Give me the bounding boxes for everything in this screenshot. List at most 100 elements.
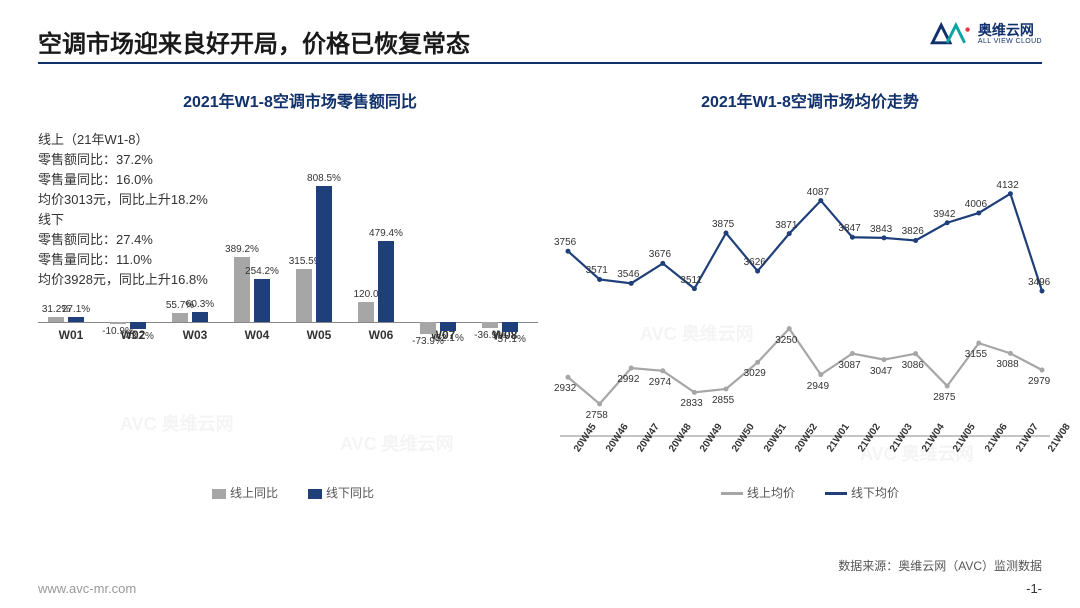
bar-value-label: -43.7%	[116, 331, 160, 342]
bar-plot: W0131.2%27.1%W02-10.9%-43.7%W0355.7%60.3…	[38, 150, 538, 450]
bar-legend-item: 线下同比	[298, 486, 374, 500]
line-value-label: 4087	[807, 187, 829, 198]
line-value-label: 4132	[996, 180, 1018, 191]
bar-value-label: 808.5%	[302, 173, 346, 184]
line-marker	[660, 261, 665, 266]
bar-value-label: 254.2%	[240, 266, 284, 277]
slide: 空调市场迎来良好开局，价格已恢复常态 奥维云网 ALL VIEW CLOUD 2…	[0, 0, 1080, 608]
bar	[316, 186, 332, 322]
line-value-label: 2833	[680, 398, 702, 409]
bar-value-label: -57.1%	[488, 334, 532, 345]
line-marker	[566, 375, 571, 380]
bar	[440, 322, 456, 331]
bar-chart-title: 2021年W1-8空调市场零售额同比	[60, 88, 540, 112]
line-plot	[560, 148, 1050, 448]
line-value-label: 3047	[870, 366, 892, 377]
line-value-label: 3086	[902, 360, 924, 371]
line-legend-item: 线上均价	[711, 486, 795, 500]
line-value-label: 3155	[965, 349, 987, 360]
line-marker	[913, 238, 918, 243]
bar-chart: W0131.2%27.1%W02-10.9%-43.7%W0355.7%60.3…	[38, 280, 538, 510]
bar	[254, 279, 270, 322]
bar-xtick: W01	[48, 328, 94, 342]
line-marker	[566, 249, 571, 254]
bar-xtick: W05	[296, 328, 342, 342]
line-value-label: 3843	[870, 224, 892, 235]
line-marker	[882, 357, 887, 362]
line-marker	[597, 277, 602, 282]
bar-legend: 线上同比 线下同比	[38, 484, 538, 501]
line-marker	[945, 220, 950, 225]
logo-text-en: ALL VIEW CLOUD	[978, 37, 1042, 46]
line-marker	[913, 351, 918, 356]
line-marker	[787, 326, 792, 331]
bar-value-label: 60.3%	[178, 299, 222, 310]
line-series	[568, 329, 1042, 404]
bar-xtick: W04	[234, 328, 280, 342]
line-marker	[597, 401, 602, 406]
bar	[296, 269, 312, 322]
bar	[110, 322, 126, 324]
bar-value-label: 27.1%	[54, 304, 98, 315]
line-value-label: 3871	[775, 220, 797, 231]
logo-icon	[928, 20, 972, 48]
line-value-label: 3626	[744, 257, 766, 268]
line-value-label: 3847	[838, 223, 860, 234]
line-value-label: 3087	[838, 360, 860, 371]
line-marker	[660, 368, 665, 373]
line-value-label: 2974	[649, 377, 671, 388]
line-marker	[850, 351, 855, 356]
line-value-label: 3826	[902, 226, 924, 237]
page-title: 空调市场迎来良好开局，价格已恢复常态	[38, 24, 1042, 59]
line-value-label: 3676	[649, 249, 671, 260]
line-marker	[818, 198, 823, 203]
line-value-label: 4006	[965, 199, 987, 210]
line-marker	[629, 281, 634, 286]
line-value-label: 3088	[996, 359, 1018, 370]
logo-text-cn: 奥维云网	[978, 23, 1042, 37]
line-value-label: 2932	[554, 383, 576, 394]
summary-line: 线上（21年W1-8）	[38, 130, 208, 150]
line-marker	[755, 269, 760, 274]
line-marker	[724, 231, 729, 236]
bar	[130, 322, 146, 329]
line-marker	[692, 286, 697, 291]
bar	[358, 302, 374, 322]
footer-page: -1-	[1026, 581, 1042, 596]
line-chart-title: 2021年W1-8空调市场均价走势	[570, 88, 1050, 112]
line-value-label: 3546	[617, 269, 639, 280]
bar	[378, 241, 394, 322]
line-marker	[1008, 351, 1013, 356]
header-rule	[38, 62, 1042, 64]
brand-logo: 奥维云网 ALL VIEW CLOUD	[928, 20, 1042, 48]
line-value-label: 3511	[680, 275, 702, 286]
line-marker	[945, 383, 950, 388]
footer-source: 数据来源：奥维云网（AVC）监测数据	[838, 557, 1042, 574]
line-value-label: 2855	[712, 395, 734, 406]
line-value-label: 2979	[1028, 376, 1050, 387]
bar	[172, 313, 188, 322]
line-marker	[976, 341, 981, 346]
line-marker	[755, 360, 760, 365]
bar-value-label: 389.2%	[220, 244, 264, 255]
line-chart: 20W4520W4620W4720W4820W4920W5020W5120W52…	[560, 148, 1050, 488]
line-value-label: 3571	[586, 265, 608, 276]
bar	[48, 317, 64, 322]
line-marker	[724, 387, 729, 392]
line-value-label: 2875	[933, 392, 955, 403]
line-marker	[882, 235, 887, 240]
line-marker	[1008, 191, 1013, 196]
line-value-label: 3250	[775, 335, 797, 346]
line-marker	[1040, 368, 1045, 373]
bar-legend-item: 线上同比	[202, 486, 278, 500]
line-marker	[787, 231, 792, 236]
bar-xtick: W03	[172, 328, 218, 342]
line-value-label: 3875	[712, 219, 734, 230]
bar	[192, 312, 208, 322]
line-value-label: 3496	[1028, 277, 1050, 288]
line-value-label: 3942	[933, 209, 955, 220]
line-value-label: 3029	[744, 368, 766, 379]
line-marker	[818, 372, 823, 377]
bar	[502, 322, 518, 332]
line-value-label: 2949	[807, 381, 829, 392]
